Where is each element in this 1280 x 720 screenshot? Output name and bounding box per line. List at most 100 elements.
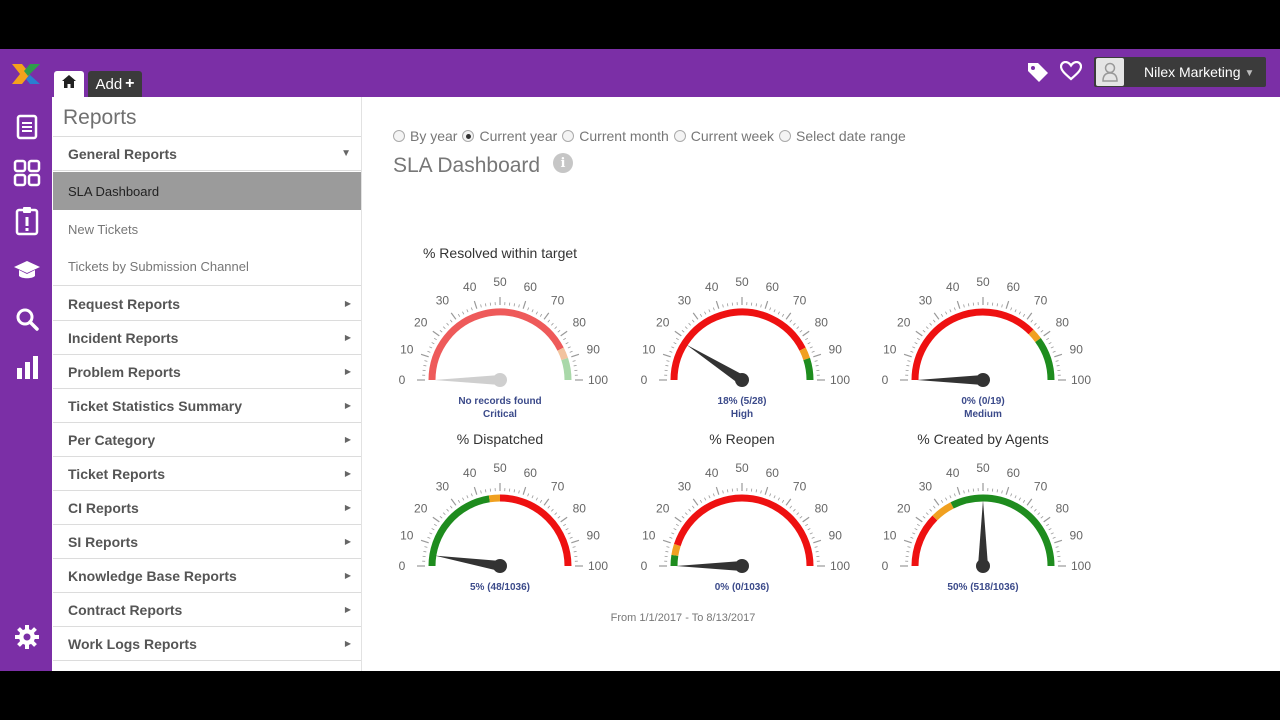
gauge-tick	[809, 532, 813, 535]
radio-select-date-range[interactable]: Select date range	[779, 128, 906, 144]
gauge-tick	[811, 536, 815, 539]
radio-button[interactable]	[562, 130, 575, 142]
gauge-tick	[573, 550, 577, 553]
radio-current-year[interactable]: Current year	[462, 128, 557, 144]
gauge-tick	[915, 330, 923, 337]
graduation-cap-icon[interactable]	[13, 257, 41, 285]
gauge-priority-label: Critical	[483, 409, 517, 420]
gauge-tick	[462, 497, 465, 501]
menu-knowledge-base-reports[interactable]: Knowledge Base Reports ▶	[53, 559, 361, 593]
gauge-tick	[457, 313, 461, 317]
gauge-tick	[446, 322, 449, 326]
gauge-tick	[793, 322, 796, 326]
gauge-tick	[953, 307, 956, 311]
gauge-tick	[554, 326, 558, 329]
menu-general-reports[interactable]: General Reports ▼	[53, 137, 361, 171]
gauge-tick-label: 100	[830, 373, 850, 387]
gauge-tick	[699, 313, 703, 317]
menu-problem-reports[interactable]: Problem Reports ▶	[53, 355, 361, 389]
gauge-tick	[1022, 499, 1026, 503]
gauge-tick	[442, 512, 446, 515]
radio-by-year[interactable]: By year	[393, 128, 457, 144]
menu-ticket-reports[interactable]: Ticket Reports ▶	[53, 457, 361, 491]
gauge-tick-label: 20	[897, 315, 911, 329]
radio-button[interactable]	[393, 130, 405, 142]
gauge-tick	[420, 539, 429, 544]
gauge-tick	[777, 311, 780, 315]
gauge-tick	[906, 550, 910, 553]
menu-sla-dashboard[interactable]: SLA Dashboard	[53, 172, 361, 210]
gauge-band	[1028, 329, 1041, 343]
radio-button[interactable]	[779, 130, 792, 142]
gauge-tick	[563, 337, 567, 341]
info-icon[interactable]: i	[553, 153, 573, 173]
menu-contract-reports[interactable]: Contract Reports ▶	[53, 593, 361, 627]
gauge-tick	[427, 350, 431, 353]
gauge-pivot	[735, 559, 749, 573]
gauge-band	[950, 494, 1055, 567]
gauge-tick	[423, 364, 427, 367]
gauge-needle	[434, 375, 500, 385]
gauge-tick	[666, 360, 670, 362]
menu-ci-reports[interactable]: CI Reports ▶	[53, 491, 361, 525]
search-icon[interactable]	[13, 305, 41, 333]
gauge-tick	[449, 505, 453, 509]
home-tab[interactable]	[54, 71, 84, 97]
gauge-tick-label: 0	[399, 559, 406, 573]
gauge-value-label: 50% (518/1036)	[947, 582, 1018, 593]
grid-icon[interactable]	[13, 159, 41, 187]
bar-chart-icon[interactable]	[13, 353, 41, 381]
menu-label: Contract Reports	[68, 601, 183, 618]
gauge-tick	[807, 528, 811, 531]
menu-work-logs-reports[interactable]: Work Logs Reports ▶	[53, 627, 361, 661]
gauge-value-label: 0% (0/19)	[961, 396, 1004, 407]
gear-icon[interactable]	[13, 623, 41, 651]
gauge-tick-label: 60	[1007, 466, 1021, 480]
gauge-tick	[1050, 346, 1054, 349]
gauge-tick-label: 10	[642, 529, 656, 543]
gauge-band	[557, 347, 569, 361]
icon-rail	[0, 97, 52, 671]
gauge-tick	[439, 515, 443, 519]
gauge-tick	[531, 495, 534, 499]
gauge-tick	[484, 489, 487, 493]
radio-button[interactable]	[673, 130, 686, 142]
gauge-tick	[912, 532, 916, 535]
gauge-tick-label: 80	[573, 501, 587, 515]
document-icon[interactable]	[13, 113, 41, 141]
gauge-tick	[470, 493, 473, 497]
gauge-tick	[914, 342, 918, 345]
gauge-title: % Dispatched	[457, 431, 543, 447]
gauge-tick	[953, 493, 956, 497]
menu-request-reports[interactable]: Request Reports ▶	[53, 287, 361, 321]
gauge-tick-label: 40	[463, 280, 477, 294]
user-menu[interactable]: Nilex Marketing ▼	[1094, 57, 1266, 87]
menu-new-tickets[interactable]: New Tickets	[53, 210, 361, 248]
menu-si-reports[interactable]: SI Reports ▶	[53, 525, 361, 559]
clipboard-icon[interactable]	[13, 207, 41, 236]
gauge-tick	[535, 497, 538, 501]
nilex-logo-icon[interactable]	[10, 62, 42, 86]
radio-current-week[interactable]: Current week	[673, 128, 774, 144]
gauge-needle	[434, 555, 501, 571]
tag-icon[interactable]	[1026, 61, 1050, 88]
gauge-tick	[551, 508, 554, 512]
gauge-tick	[527, 307, 530, 311]
add-tab[interactable]: Add +	[88, 71, 142, 97]
gauge-tick	[781, 499, 785, 503]
radio-current-month[interactable]: Current month	[562, 128, 669, 144]
menu-tickets-by-submission-channel[interactable]: Tickets by Submission Channel	[53, 248, 361, 286]
gauge-band	[671, 543, 681, 556]
gauge-tick	[567, 532, 571, 535]
gauge-tick	[1056, 364, 1060, 367]
radio-button[interactable]	[462, 130, 475, 142]
heart-icon[interactable]	[1059, 60, 1083, 88]
menu-incident-reports[interactable]: Incident Reports ▶	[53, 321, 361, 355]
gauge-tick	[543, 498, 550, 506]
gauge-tick-label: 80	[1056, 315, 1070, 329]
gauge-tick	[929, 508, 932, 512]
menu-label: SI Reports	[68, 533, 139, 550]
menu-per-category[interactable]: Per Category ▶	[53, 423, 361, 457]
gauge-needle	[978, 500, 988, 566]
menu-ticket-statistics-summary[interactable]: Ticket Statistics Summary ▶	[53, 389, 361, 423]
